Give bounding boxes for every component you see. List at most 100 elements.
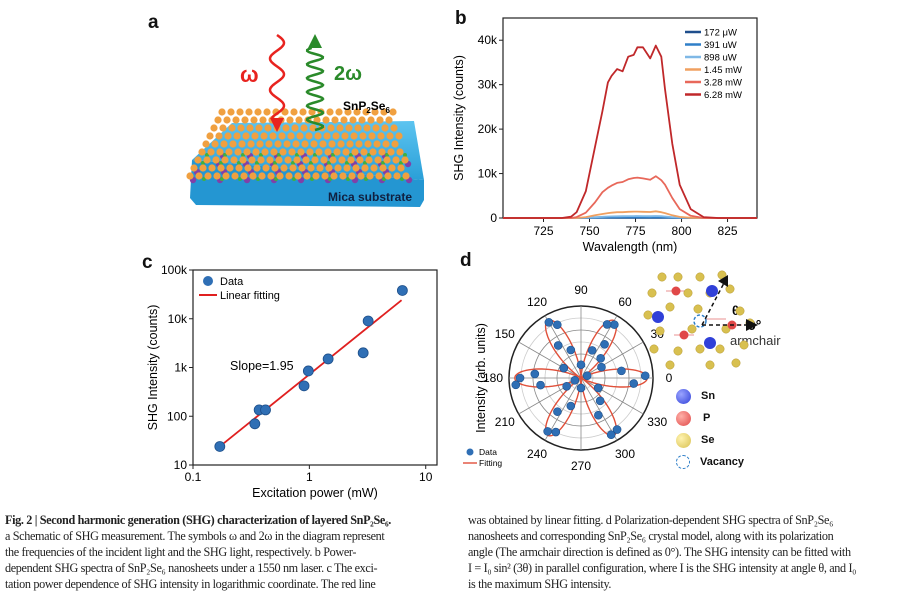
legend-label: 898 uW <box>704 53 737 64</box>
data-point <box>576 360 586 370</box>
se-atom <box>220 140 228 148</box>
se-atom <box>351 148 359 156</box>
se-atom <box>369 148 377 156</box>
se-atom <box>715 344 725 354</box>
p-atom <box>679 330 689 340</box>
se-atom <box>237 124 245 132</box>
data-point <box>576 383 586 393</box>
data-point <box>566 401 576 411</box>
se-atom <box>336 124 344 132</box>
se-atom <box>286 116 294 124</box>
se-atom <box>386 132 394 140</box>
se-atom <box>388 164 396 172</box>
data-point <box>396 285 408 296</box>
se-atom <box>217 164 225 172</box>
se-atom <box>322 116 330 124</box>
data-point <box>600 340 609 349</box>
se-atom <box>232 116 240 124</box>
se-atom <box>333 148 341 156</box>
se-atom <box>284 156 292 164</box>
series-line-4 <box>503 175 757 219</box>
se-atom <box>207 148 215 156</box>
data-point <box>553 341 563 350</box>
se-atom <box>218 108 226 116</box>
se-atom <box>275 156 283 164</box>
p-atom <box>223 153 227 157</box>
se-atom <box>334 164 342 172</box>
p-atom <box>349 153 353 157</box>
incident-light-arrow <box>268 33 286 119</box>
panel-label-c: c <box>142 252 153 273</box>
legend-label: 1.45 mW <box>704 65 742 76</box>
se-atom <box>213 172 221 180</box>
panel-label-d: d <box>460 250 472 271</box>
se-atom <box>240 172 248 180</box>
se-atom <box>258 172 266 180</box>
y-tick-label: 1k <box>174 361 188 375</box>
theta-label: θ <box>732 303 739 318</box>
angle-label: 330 <box>647 415 667 429</box>
se-atom <box>216 148 224 156</box>
se-atom <box>376 116 384 124</box>
p-atom <box>292 177 296 181</box>
material-label: SnP2Se6 <box>343 99 390 115</box>
se-atom <box>705 360 715 370</box>
radial-grid-line <box>580 377 644 415</box>
se-atom-icon <box>676 432 691 448</box>
angle-label: 0 <box>666 371 673 385</box>
data-point <box>322 353 334 365</box>
se-atom <box>194 156 202 164</box>
p-atom <box>256 177 260 181</box>
se-atom <box>280 164 288 172</box>
se-atom <box>254 108 262 116</box>
se-atom <box>287 132 295 140</box>
sn-atom <box>652 311 664 323</box>
se-atom <box>363 124 371 132</box>
se-atom <box>290 108 298 116</box>
se-atom <box>299 108 307 116</box>
se-atom <box>344 108 352 116</box>
se-atom <box>246 124 254 132</box>
angle-label: 180 <box>483 371 503 385</box>
data-point <box>597 362 606 372</box>
se-atom <box>221 156 229 164</box>
se-atom <box>283 140 291 148</box>
p-atom-icon <box>676 410 691 426</box>
arrowhead-icon <box>718 275 728 287</box>
y-tick-label: 100k <box>161 263 188 277</box>
se-atom <box>332 132 340 140</box>
se-atom <box>251 132 259 140</box>
shg-schematic: ω 2ω SnP2Se6 Mica substrate <box>186 33 424 207</box>
se-atom <box>687 324 697 334</box>
x-axis-label: Wavalength (nm) <box>583 240 678 254</box>
se-atom <box>229 140 237 148</box>
se-atom <box>313 116 321 124</box>
se-atom <box>356 156 364 164</box>
se-atom <box>288 148 296 156</box>
se-atom <box>380 108 388 116</box>
atom-legend: Sn P Se Vacancy <box>676 385 786 473</box>
p-atom <box>399 161 403 165</box>
se-atom <box>343 164 351 172</box>
se-atom <box>365 156 373 164</box>
se-atom <box>320 156 328 164</box>
se-atom <box>225 148 233 156</box>
legend-label: Linear fitting <box>220 290 280 302</box>
p-atom <box>382 177 386 181</box>
p-atom <box>291 161 295 165</box>
data-point <box>582 371 592 381</box>
p-atom <box>385 153 389 157</box>
se-atom <box>292 140 300 148</box>
data-point <box>214 441 226 452</box>
se-atom <box>647 288 657 298</box>
se-atom <box>392 156 400 164</box>
data-point <box>617 366 626 376</box>
data-point <box>298 380 310 392</box>
se-atom <box>310 140 318 148</box>
crystal-model: θ 0° armchair <box>643 270 781 370</box>
angle-label: 90 <box>574 283 588 297</box>
y-tick-label: 30k <box>478 78 498 92</box>
series-line-3 <box>503 210 757 219</box>
p-atom <box>313 153 317 157</box>
shg-light-arrow <box>305 46 325 132</box>
